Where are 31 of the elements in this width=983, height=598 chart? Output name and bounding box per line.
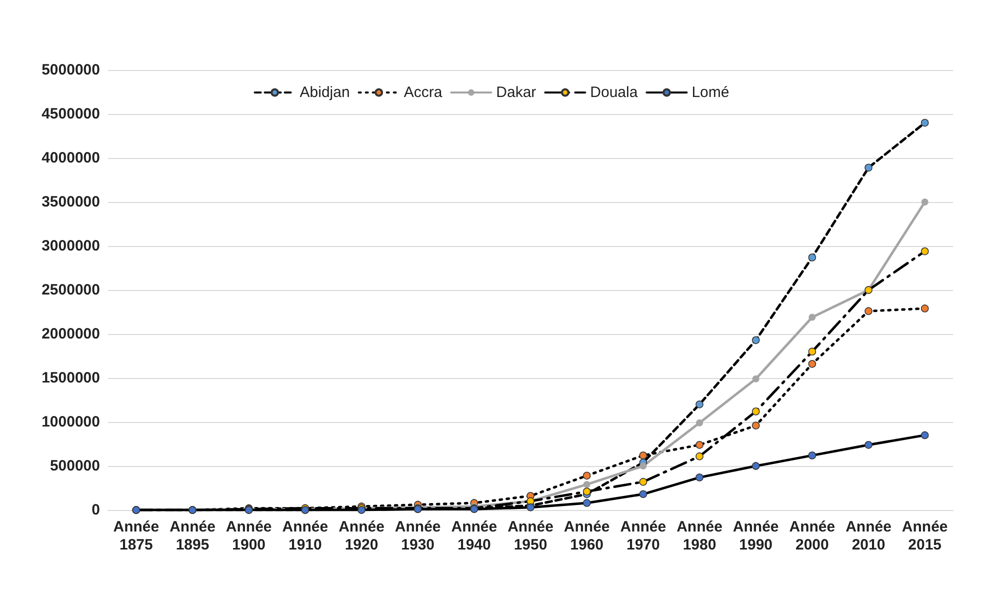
y-tick-label: 0 [92, 502, 100, 518]
x-tick-label: Année 1960 [564, 518, 610, 554]
x-tick-label: Année 2010 [846, 518, 892, 554]
x-tick-label: Année 1910 [282, 518, 328, 554]
legend-label: Dakar [496, 84, 536, 101]
x-tick-label: Année 1980 [676, 518, 722, 554]
y-tick-label: 1500000 [42, 370, 100, 386]
x-tick-label: Année 2000 [789, 518, 836, 554]
x-tick-label: Année 1990 [732, 518, 779, 554]
y-tick-label: 5000000 [42, 62, 100, 78]
y-tick-label: 3000000 [42, 238, 100, 254]
y-tick-label: 4000000 [42, 150, 100, 166]
x-tick-label: Année 1940 [451, 518, 498, 554]
y-tick-label: 2500000 [42, 282, 100, 298]
legend-label: Douala [590, 84, 638, 101]
legend-label: Abidjan [300, 84, 350, 101]
x-tick-label: Année 1970 [620, 518, 666, 554]
y-tick-label: 500000 [50, 458, 100, 474]
x-tick-label: Année 1900 [226, 518, 272, 554]
x-tick-label: Année 1920 [338, 518, 384, 554]
legend-label: Lomé [692, 84, 730, 101]
y-tick-label: 3500000 [42, 194, 100, 210]
x-tick-label: Année 2015 [902, 518, 948, 554]
y-tick-label: 4500000 [42, 106, 100, 122]
x-tick-label: Année 1895 [170, 518, 216, 554]
legend-label: Accra [404, 84, 443, 101]
y-tick-label: 1000000 [42, 414, 100, 430]
x-tick-label: Année 1930 [394, 518, 441, 554]
x-tick-label: Année 1950 [508, 518, 554, 554]
y-tick-label: 2000000 [42, 326, 100, 342]
x-tick-label: Année 1875 [113, 518, 160, 554]
